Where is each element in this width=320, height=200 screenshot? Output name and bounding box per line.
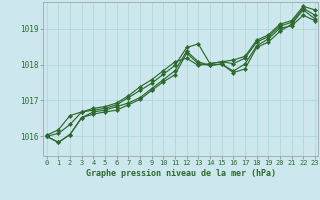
X-axis label: Graphe pression niveau de la mer (hPa): Graphe pression niveau de la mer (hPa) bbox=[86, 169, 276, 178]
